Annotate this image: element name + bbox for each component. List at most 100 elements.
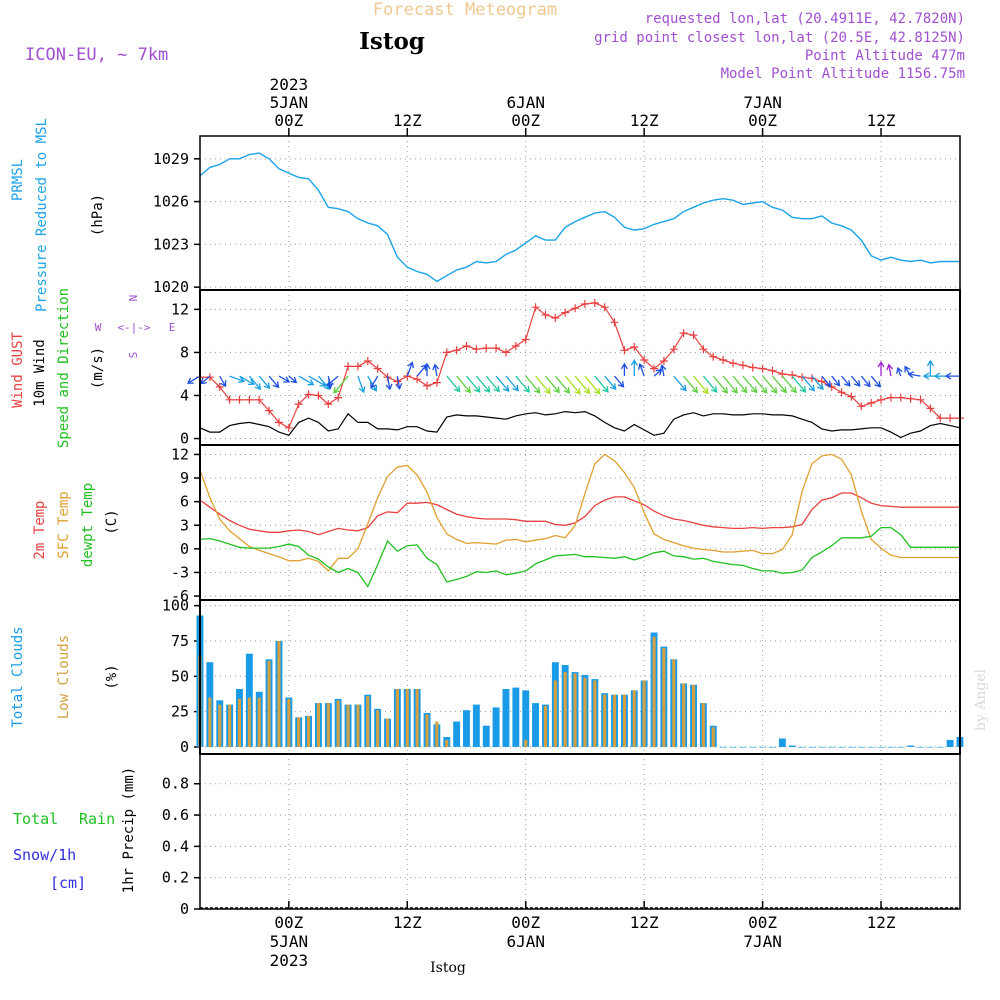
total-cloud-bar	[719, 746, 727, 748]
wind-direction-arrow	[326, 375, 339, 386]
precip-frame	[199, 753, 961, 910]
plot-panels: 102010231026102904812-6-3036912025507510…	[153, 75, 964, 970]
time-label-top: 5JAN	[270, 93, 309, 112]
wind-direction-arrow	[604, 375, 617, 391]
gust-marker	[462, 342, 471, 350]
time-label-top: 00Z	[274, 111, 303, 130]
time-label-top: 2023	[270, 75, 309, 94]
wind-direction-arrow	[485, 375, 500, 393]
wind-direction-arrow	[554, 375, 571, 394]
pressure-ytick-label: 1029	[153, 150, 189, 168]
temperature-ytick-label: 3	[180, 516, 189, 534]
low-cloud-bar	[692, 684, 696, 747]
wind-direction-arrow	[495, 375, 510, 392]
time-label-bottom: 00Z	[748, 913, 777, 932]
wind-direction-arrow	[877, 360, 885, 377]
wind-direction-arrow	[423, 362, 431, 377]
temp-label-2m: 2m Temp	[32, 500, 48, 559]
total-cloud-bar	[867, 746, 875, 748]
wind-direction-arrow	[870, 375, 882, 388]
gust-marker	[215, 382, 224, 391]
precip-ytick-label: 0.8	[162, 775, 189, 793]
time-label-bottom: 12Z	[393, 913, 422, 932]
clouds-ytick-label: 0	[180, 738, 189, 756]
wind-direction-arrow	[772, 375, 787, 394]
total-cloud-bar	[453, 721, 461, 747]
wind-direction-arrow	[860, 375, 871, 388]
wind-label-10m: 10m Wind	[32, 339, 48, 406]
gust-marker	[541, 310, 550, 319]
time-label-bottom: 00Z	[511, 913, 540, 932]
wind-direction-arrow	[841, 375, 851, 387]
total-cloud-bar	[482, 725, 490, 747]
total-cloud-bar	[926, 746, 934, 748]
low-cloud-bar	[524, 739, 528, 747]
low-cloud-bar	[711, 727, 715, 747]
clouds-frame	[199, 599, 961, 755]
low-cloud-bar	[682, 683, 686, 747]
precip-ytick-label: 0.4	[162, 837, 189, 855]
wind-direction-arrow	[850, 375, 861, 387]
cloud-label-low: Low Clouds	[56, 635, 72, 719]
wind-direction-arrow	[258, 375, 271, 390]
low-cloud-bar	[287, 698, 291, 747]
low-cloud-bar	[228, 704, 232, 747]
wind-direction-arrow	[333, 375, 349, 394]
grid-point-coords: grid point closest lon,lat (20.5E, 42.81…	[594, 30, 965, 46]
low-cloud-bar	[543, 706, 547, 747]
gust-marker	[630, 343, 639, 351]
gust-marker	[511, 342, 520, 350]
wind-direction-arrow	[367, 375, 378, 392]
time-label-top: 7JAN	[743, 93, 782, 112]
precip-ytick-label: 0	[180, 900, 189, 918]
gust-marker	[620, 346, 629, 355]
wind-direction-arrow	[944, 372, 960, 380]
precip-ytick-label: 0.6	[162, 806, 189, 824]
compass-arrows: <-|->	[117, 321, 150, 334]
gust-marker	[847, 392, 856, 401]
wind-direction-arrow	[395, 375, 403, 390]
low-cloud-bar	[583, 677, 587, 747]
low-cloud-bar	[316, 703, 320, 747]
low-cloud-bar	[593, 680, 597, 747]
wind-direction-arrow	[614, 375, 625, 388]
temp-unit: (C)	[104, 509, 120, 534]
time-label-bottom: 5JAN	[270, 932, 309, 951]
time-label-bottom: 7JAN	[743, 932, 782, 951]
gust-marker	[709, 352, 718, 361]
time-axis: 20235JAN00Z00Z5JAN202312Z12Z6JAN00Z00Z6J…	[270, 75, 896, 970]
cloud-labels: Total Clouds Low Clouds (%)	[10, 626, 120, 727]
low-cloud-bar	[277, 641, 281, 747]
gust-marker	[906, 394, 915, 403]
gust-marker	[738, 361, 747, 370]
precip-label-snow: Snow/1h	[13, 846, 76, 864]
total-cloud-bar	[778, 738, 786, 747]
wind-labels: Wind GUST 10m Wind Speed and Direction (…	[10, 288, 175, 448]
wind-direction-arrow	[268, 375, 280, 389]
wind-direction-arrow	[801, 375, 816, 392]
watermark: by Angel	[973, 668, 989, 731]
low-cloud-bar	[366, 696, 370, 747]
gust-marker	[837, 388, 846, 397]
gust-marker	[521, 335, 530, 344]
gust-marker	[482, 344, 491, 353]
low-cloud-bar	[307, 715, 311, 747]
gust-marker	[334, 393, 343, 402]
temperature-ytick-label: 12	[171, 445, 189, 463]
gust-marker	[827, 382, 836, 391]
clouds-ytick-label: 100	[162, 597, 189, 615]
wind-direction-arrow	[370, 375, 379, 389]
gust-marker	[255, 395, 264, 404]
pressure-panel: 1020 1023 1026 1029	[153, 135, 961, 296]
total-cloud-bar	[739, 746, 747, 748]
wind-direction-arrow	[683, 375, 699, 394]
time-label-top: 12Z	[630, 111, 659, 130]
total-cloud-bar	[532, 703, 539, 747]
total-cloud-bar	[828, 746, 836, 748]
gust-marker	[452, 346, 461, 355]
low-cloud-bar	[672, 659, 676, 747]
low-cloud-bar	[326, 703, 330, 747]
chart-title: Forecast Meteogram	[373, 0, 557, 20]
total-cloud-bar	[808, 746, 816, 748]
low-cloud-bar	[613, 694, 617, 747]
